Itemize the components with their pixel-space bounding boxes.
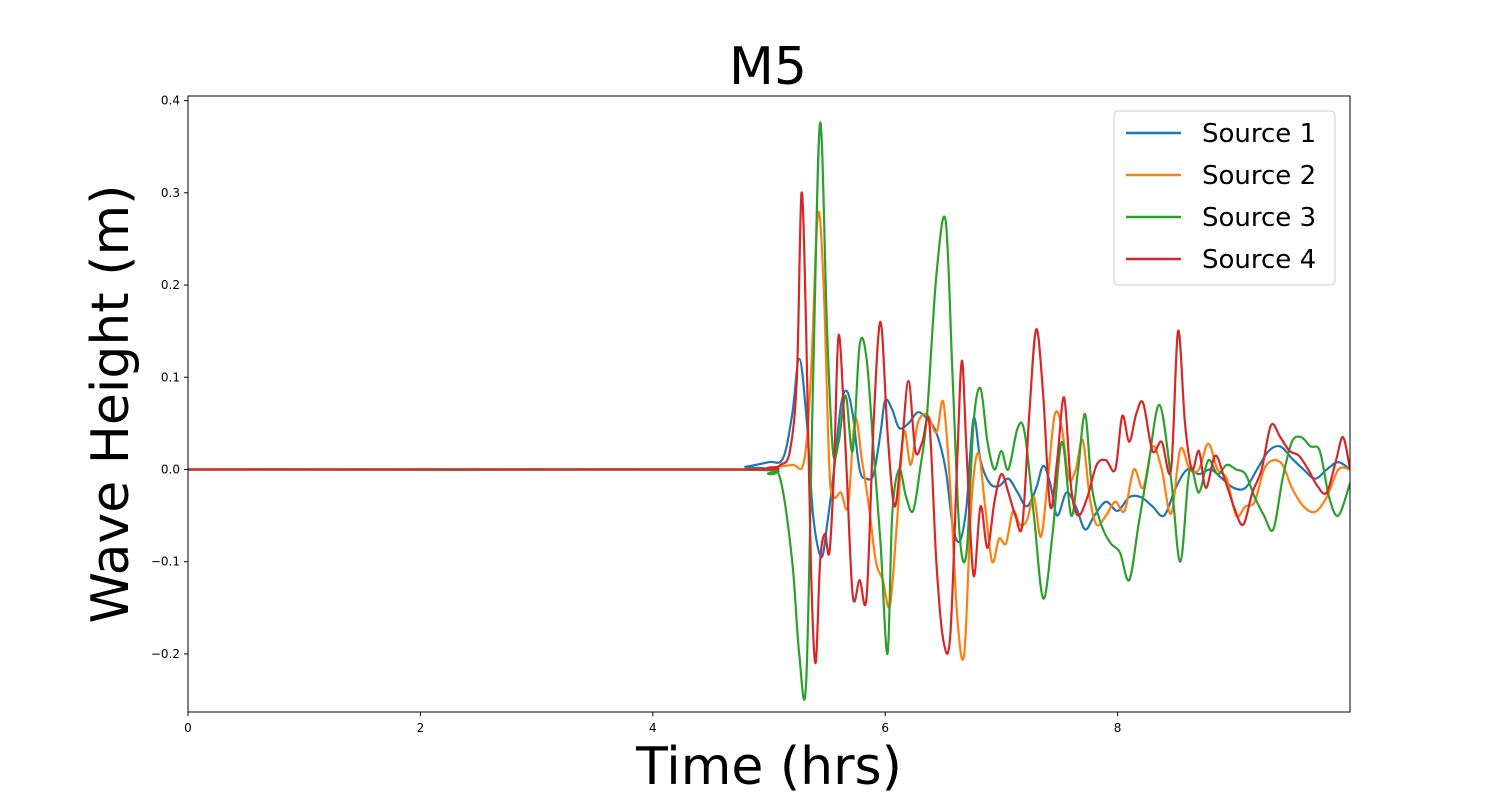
y-tick-label: −0.2 [151, 647, 180, 661]
series-layer [188, 121, 1350, 701]
y-axis: −0.2 −0.1 0.0 0.1 0.2 0.3 0.4 [151, 94, 188, 661]
legend-label-source-3: Source 3 [1202, 203, 1316, 233]
series-line-source-4 [188, 191, 1350, 665]
x-tick-label: 6 [881, 721, 889, 735]
series-line-source-3 [188, 121, 1350, 701]
y-tick-label: −0.1 [151, 555, 180, 569]
x-tick-label: 8 [1114, 721, 1122, 735]
x-tick-label: 2 [417, 721, 425, 735]
y-tick-label: 0.4 [161, 94, 180, 108]
legend-label-source-2: Source 2 [1202, 161, 1316, 191]
legend-box [1113, 110, 1336, 286]
chart-title: M5 [729, 37, 807, 97]
x-axis-title: Time (hrs) [635, 737, 902, 797]
x-tick-label: 0 [184, 721, 192, 735]
legend: Source 1 Source 2 Source 3 Source 4 [1113, 110, 1336, 286]
y-tick-label: 0.0 [161, 462, 180, 476]
x-tick-label: 4 [649, 721, 657, 735]
y-tick-label: 0.2 [161, 278, 180, 292]
series-line-source-2 [188, 210, 1350, 661]
x-axis: 0 2 4 6 8 [184, 712, 1121, 735]
plot-frame [187, 95, 1351, 713]
legend-label-source-4: Source 4 [1202, 245, 1316, 275]
legend-label-source-1: Source 1 [1202, 119, 1316, 149]
y-tick-label: 0.1 [161, 370, 180, 384]
y-axis-title: Wave Height (m) [81, 185, 141, 624]
y-tick-label: 0.3 [161, 186, 180, 200]
